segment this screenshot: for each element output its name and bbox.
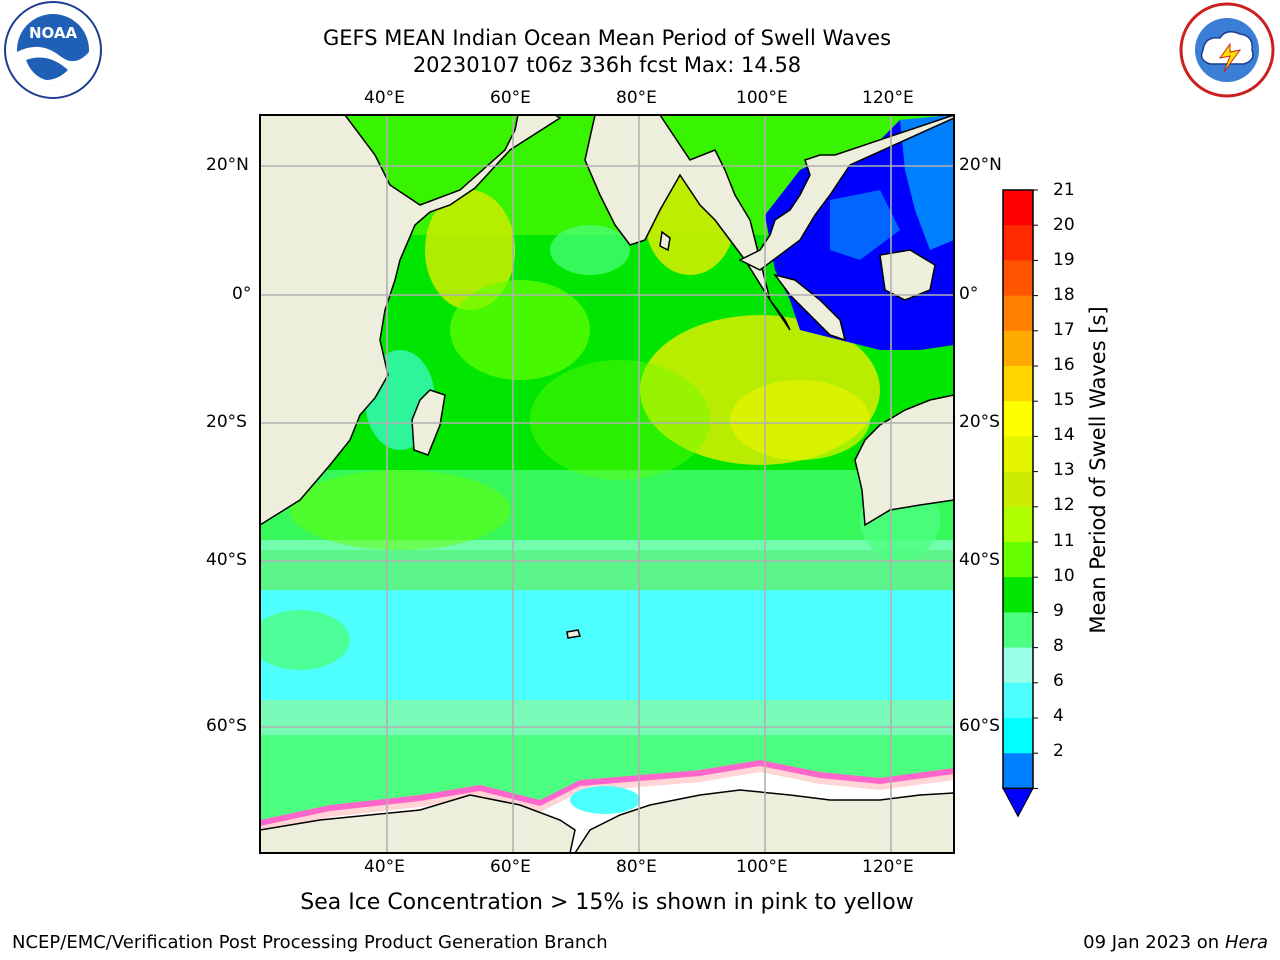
colorbar-swatch xyxy=(1003,260,1033,297)
colorbar-swatch xyxy=(1003,647,1033,684)
colorbar-border xyxy=(1002,189,1034,790)
colorbar-tick: 11 xyxy=(1053,531,1075,551)
map-border xyxy=(259,114,955,854)
colorbar-swatch xyxy=(1003,436,1033,473)
colorbar-tick: 10 xyxy=(1053,566,1075,586)
sea-ice-note: Sea Ice Concentration > 15% is shown in … xyxy=(300,890,914,915)
lat-label-left: 0° xyxy=(232,284,252,304)
lat-label-left: 20°S xyxy=(206,412,247,432)
colorbar xyxy=(1002,189,1038,818)
colorbar-swatch xyxy=(1003,577,1033,613)
colorbar-swatch xyxy=(1003,506,1033,543)
colorbar-swatch xyxy=(1003,612,1033,649)
colorbar-tick: 12 xyxy=(1053,495,1075,515)
colorbar-swatch xyxy=(1003,225,1033,261)
lon-label-bottom: 80°E xyxy=(616,857,657,877)
lat-label-right: 20°N xyxy=(959,155,1002,175)
lon-label-bottom: 60°E xyxy=(490,857,531,877)
lat-label-right: 60°S xyxy=(959,716,1000,736)
colorbar-swatch xyxy=(1003,682,1033,719)
lon-label-top: 120°E xyxy=(862,88,914,108)
colorbar-tick: 13 xyxy=(1053,460,1075,480)
lon-label-top: 80°E xyxy=(616,88,657,108)
colorbar-tick: 20 xyxy=(1053,215,1075,235)
colorbar-swatch xyxy=(1003,330,1033,367)
lat-label-right: 20°S xyxy=(959,412,1000,432)
map-plot-area xyxy=(260,115,954,853)
lon-label-top: 100°E xyxy=(736,88,788,108)
lon-label-top: 40°E xyxy=(364,88,405,108)
lon-label-bottom: 100°E xyxy=(736,857,788,877)
colorbar-swatch xyxy=(1003,718,1033,754)
nws-logo xyxy=(1179,2,1275,98)
colorbar-swatch xyxy=(1003,190,1033,226)
footer-date: 09 Jan 2023 on Hera xyxy=(1083,932,1268,953)
colorbar-tick: 4 xyxy=(1053,706,1064,726)
colorbar-tick: 9 xyxy=(1053,601,1064,621)
lat-label-left: 40°S xyxy=(206,550,247,570)
colorbar-tick: 2 xyxy=(1053,741,1064,761)
lon-label-bottom: 40°E xyxy=(364,857,405,877)
colorbar-tick: 8 xyxy=(1053,636,1064,656)
colorbar-swatch xyxy=(1003,542,1033,578)
colorbar-tick: 16 xyxy=(1053,355,1075,375)
colorbar-tick: 15 xyxy=(1053,390,1075,410)
lat-label-left: 60°S xyxy=(206,716,247,736)
lat-label-right: 40°S xyxy=(959,550,1000,570)
colorbar-tick: 6 xyxy=(1053,671,1064,691)
lon-label-top: 60°E xyxy=(490,88,531,108)
map-gridlines xyxy=(260,115,954,853)
colorbar-title: Mean Period of Swell Waves [s] xyxy=(1086,306,1110,634)
colorbar-tick: 17 xyxy=(1053,320,1075,340)
lat-label-right: 0° xyxy=(959,284,979,304)
chart-subtitle: 20230107 t06z 336h fcst Max: 14.58 xyxy=(412,53,802,77)
colorbar-swatch xyxy=(1003,295,1033,332)
noaa-logo-text: NOAA xyxy=(29,24,78,42)
footer-host: Hera xyxy=(1224,932,1268,953)
colorbar-tick: 19 xyxy=(1053,250,1075,270)
colorbar-swatch xyxy=(1003,401,1033,437)
lat-label-left: 20°N xyxy=(206,155,249,175)
noaa-logo: NOAA xyxy=(4,1,102,99)
lon-label-bottom: 120°E xyxy=(862,857,914,877)
colorbar-tick: 14 xyxy=(1053,425,1075,445)
colorbar-tick: 18 xyxy=(1053,285,1075,305)
colorbar-extend-arrow xyxy=(1002,787,1034,818)
colorbar-swatch xyxy=(1003,366,1033,402)
colorbar-swatch xyxy=(1003,471,1033,508)
chart-title: GEFS MEAN Indian Ocean Mean Period of Sw… xyxy=(322,26,892,50)
colorbar-swatch xyxy=(1003,753,1033,789)
footer-date-text: 09 Jan 2023 on xyxy=(1083,932,1225,953)
footer-credit: NCEP/EMC/Verification Post Processing Pr… xyxy=(12,932,608,953)
colorbar-tick: 21 xyxy=(1053,180,1075,200)
